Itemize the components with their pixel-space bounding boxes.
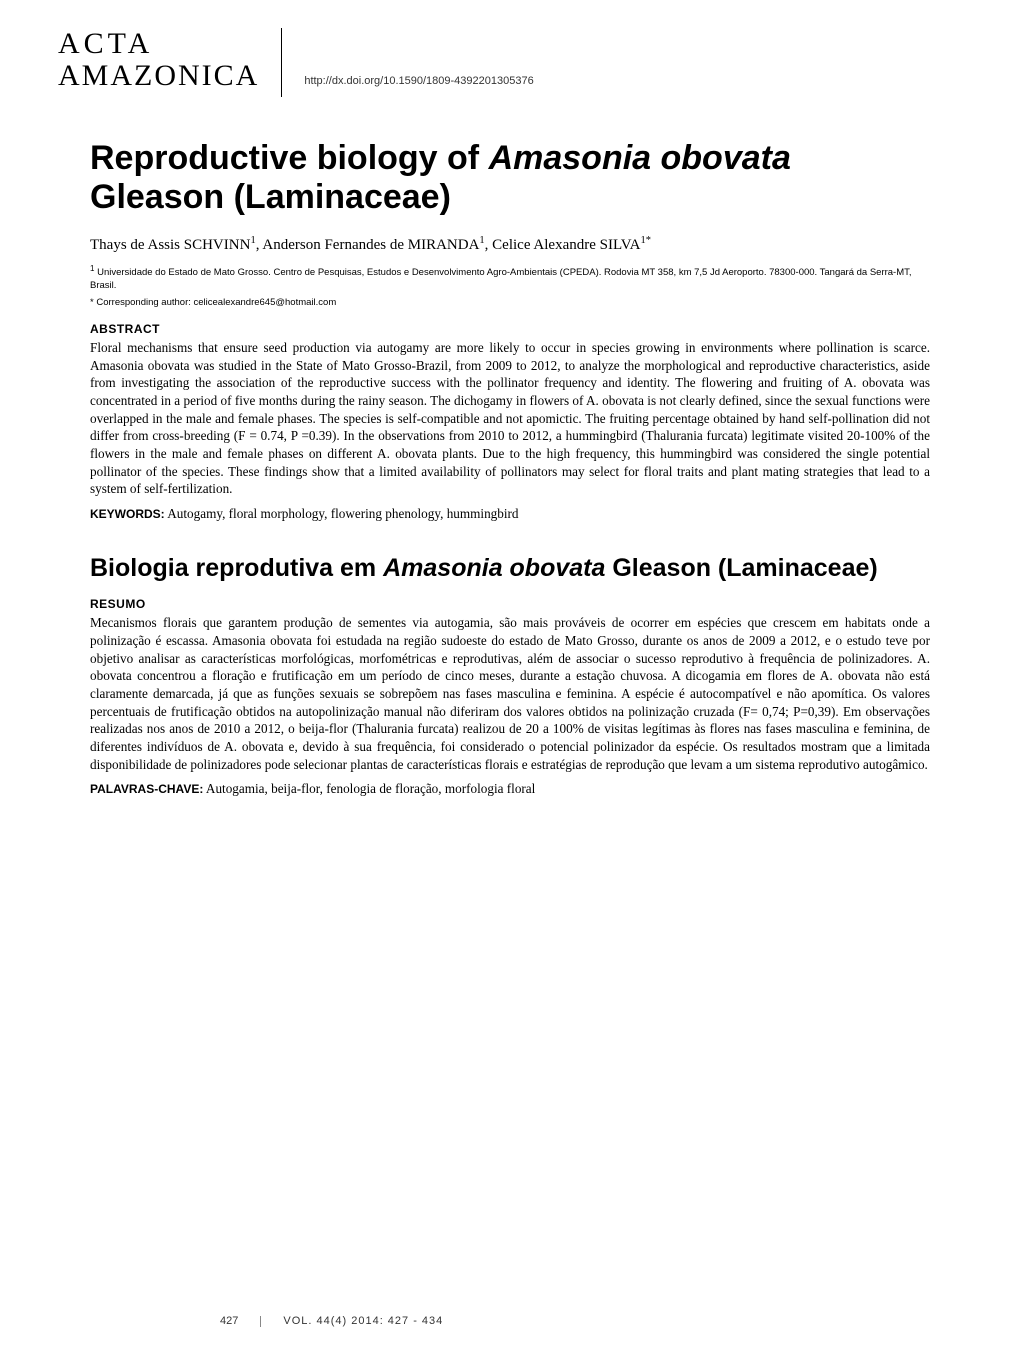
abstract-body: Floral mechanisms that ensure seed produ… — [90, 339, 930, 498]
header: ACTA AMAZONICA http://dx.doi.org/10.1590… — [0, 0, 1020, 97]
page-number: 427 — [220, 1316, 261, 1327]
author-3: Celice Alexandre SILVA — [492, 237, 640, 253]
resumo-label: RESUMO — [90, 597, 930, 611]
pt-title-pre: Biologia reprodutiva em — [90, 554, 383, 582]
affil-marker: 1 — [90, 264, 94, 273]
pt-title: Biologia reprodutiva em Amasonia obovata… — [90, 554, 930, 583]
author-2: Anderson Fernandes de MIRANDA — [262, 237, 479, 253]
footer: 427 VOL. 44(4) 2014: 427 - 434 — [0, 1315, 1020, 1327]
author-3-sup: 1* — [640, 235, 651, 246]
authors: Thays de Assis SCHVINN1, Anderson Fernan… — [90, 235, 930, 254]
affiliation: 1 Universidade do Estado de Mato Grosso.… — [90, 264, 930, 293]
abstract-label: ABSTRACT — [90, 322, 930, 336]
resumo-body: Mecanismos florais que garantem produção… — [90, 614, 930, 773]
palavras-label: PALAVRAS-CHAVE: — [90, 782, 203, 796]
palavras-text: Autogamia, beija-flor, fenologia de flor… — [206, 781, 535, 796]
journal-line2: AMAZONICA — [58, 60, 259, 92]
keywords: KEYWORDS: Autogamy, floral morphology, f… — [90, 506, 930, 522]
pt-title-post: Gleason (Laminaceae) — [605, 554, 877, 582]
title-post: Gleason (Laminaceae) — [90, 178, 451, 216]
doi: http://dx.doi.org/10.1590/1809-439220130… — [304, 75, 533, 97]
journal-line1: ACTA — [58, 28, 259, 60]
author-2-sup: 1 — [479, 235, 484, 246]
article-title: Reproductive biology of Amasonia obovata… — [90, 139, 930, 217]
palavras-chave: PALAVRAS-CHAVE: Autogamia, beija-flor, f… — [90, 781, 930, 797]
journal-logo: ACTA AMAZONICA — [58, 28, 282, 97]
affil-text: Universidade do Estado de Mato Grosso. C… — [90, 267, 912, 291]
content: Reproductive biology of Amasonia obovata… — [0, 139, 1020, 797]
author-1: Thays de Assis SCHVINN — [90, 237, 250, 253]
corr-marker: * — [90, 297, 94, 308]
running-head: VOL. 44(4) 2014: 427 - 434 — [261, 1315, 443, 1327]
title-italic: Amasonia obovata — [489, 139, 791, 177]
corresponding: * Corresponding author: celicealexandre6… — [90, 297, 930, 308]
keywords-text: Autogamy, floral morphology, flowering p… — [167, 506, 518, 521]
pt-title-italic: Amasonia obovata — [383, 554, 605, 582]
author-1-sup: 1 — [250, 235, 255, 246]
keywords-label: KEYWORDS: — [90, 507, 165, 521]
corr-text: Corresponding author: celicealexandre645… — [96, 297, 336, 308]
title-pre: Reproductive biology of — [90, 139, 489, 177]
